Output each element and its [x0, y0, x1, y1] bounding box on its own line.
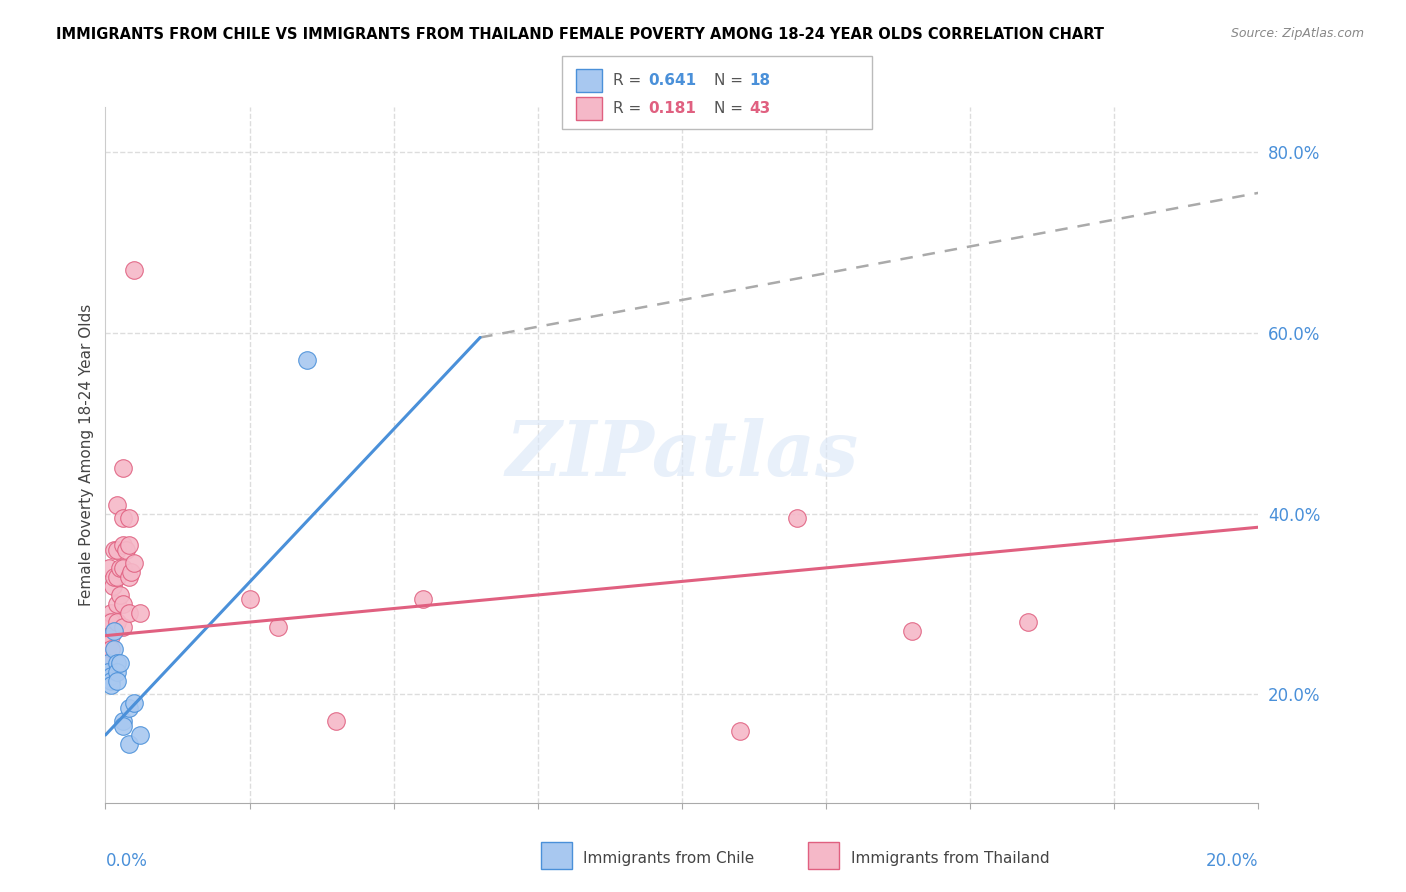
Point — [100, 673, 122, 688]
Point — [105, 570, 128, 584]
Point — [728, 723, 751, 738]
Point — [117, 701, 139, 715]
Y-axis label: Female Poverty Among 18-24 Year Olds: Female Poverty Among 18-24 Year Olds — [79, 304, 94, 606]
Point — [124, 557, 146, 571]
Point — [100, 669, 122, 683]
Text: N =: N = — [714, 73, 748, 87]
Text: Source: ZipAtlas.com: Source: ZipAtlas.com — [1230, 27, 1364, 40]
Point — [901, 624, 924, 639]
Point — [120, 566, 142, 580]
Point — [117, 737, 139, 751]
Text: 20.0%: 20.0% — [1206, 852, 1258, 870]
Point — [786, 511, 808, 525]
Point — [114, 542, 136, 557]
Point — [101, 579, 124, 593]
Text: 43: 43 — [749, 102, 770, 116]
Point — [239, 592, 262, 607]
Point — [96, 647, 118, 661]
Point — [105, 615, 128, 629]
Point — [100, 629, 122, 643]
Point — [105, 542, 128, 557]
Point — [111, 619, 134, 633]
Point — [111, 461, 134, 475]
Point — [124, 697, 146, 711]
Text: N =: N = — [714, 102, 748, 116]
Text: 18: 18 — [749, 73, 770, 87]
Point — [97, 656, 120, 670]
Text: R =: R = — [613, 73, 647, 87]
Point — [111, 714, 134, 729]
Point — [103, 642, 125, 657]
Point — [100, 606, 122, 620]
Point — [97, 665, 120, 679]
Point — [97, 615, 120, 629]
Point — [111, 719, 134, 733]
Point — [117, 606, 139, 620]
Point — [412, 592, 434, 607]
Point — [105, 498, 128, 512]
Point — [117, 570, 139, 584]
Point — [111, 561, 134, 575]
Point — [124, 262, 146, 277]
Text: 0.0%: 0.0% — [105, 852, 148, 870]
Point — [96, 665, 118, 679]
Point — [129, 606, 152, 620]
Point — [117, 538, 139, 552]
Point — [100, 642, 122, 657]
Point — [105, 597, 128, 611]
Point — [108, 561, 131, 575]
Point — [105, 665, 128, 679]
Text: Immigrants from Thailand: Immigrants from Thailand — [851, 851, 1049, 865]
Text: Immigrants from Chile: Immigrants from Chile — [583, 851, 755, 865]
Text: 0.181: 0.181 — [648, 102, 696, 116]
Text: IMMIGRANTS FROM CHILE VS IMMIGRANTS FROM THAILAND FEMALE POVERTY AMONG 18-24 YEA: IMMIGRANTS FROM CHILE VS IMMIGRANTS FROM… — [56, 27, 1104, 42]
Point — [325, 714, 347, 729]
Point — [105, 673, 128, 688]
Point — [97, 638, 120, 652]
Point — [1017, 615, 1039, 629]
Point — [105, 656, 128, 670]
Point — [111, 538, 134, 552]
Text: ZIPatlas: ZIPatlas — [505, 418, 859, 491]
Point — [111, 597, 134, 611]
Point — [98, 561, 121, 575]
Point — [111, 511, 134, 525]
Point — [297, 353, 319, 368]
Point — [108, 588, 131, 602]
Point — [103, 624, 125, 639]
Point — [103, 542, 125, 557]
Point — [100, 678, 122, 692]
Text: R =: R = — [613, 102, 647, 116]
Point — [103, 570, 125, 584]
Point — [129, 728, 152, 742]
Point — [96, 656, 118, 670]
Point — [117, 511, 139, 525]
Point — [100, 615, 122, 629]
Text: 0.641: 0.641 — [648, 73, 696, 87]
Point — [108, 656, 131, 670]
Point — [267, 619, 290, 633]
